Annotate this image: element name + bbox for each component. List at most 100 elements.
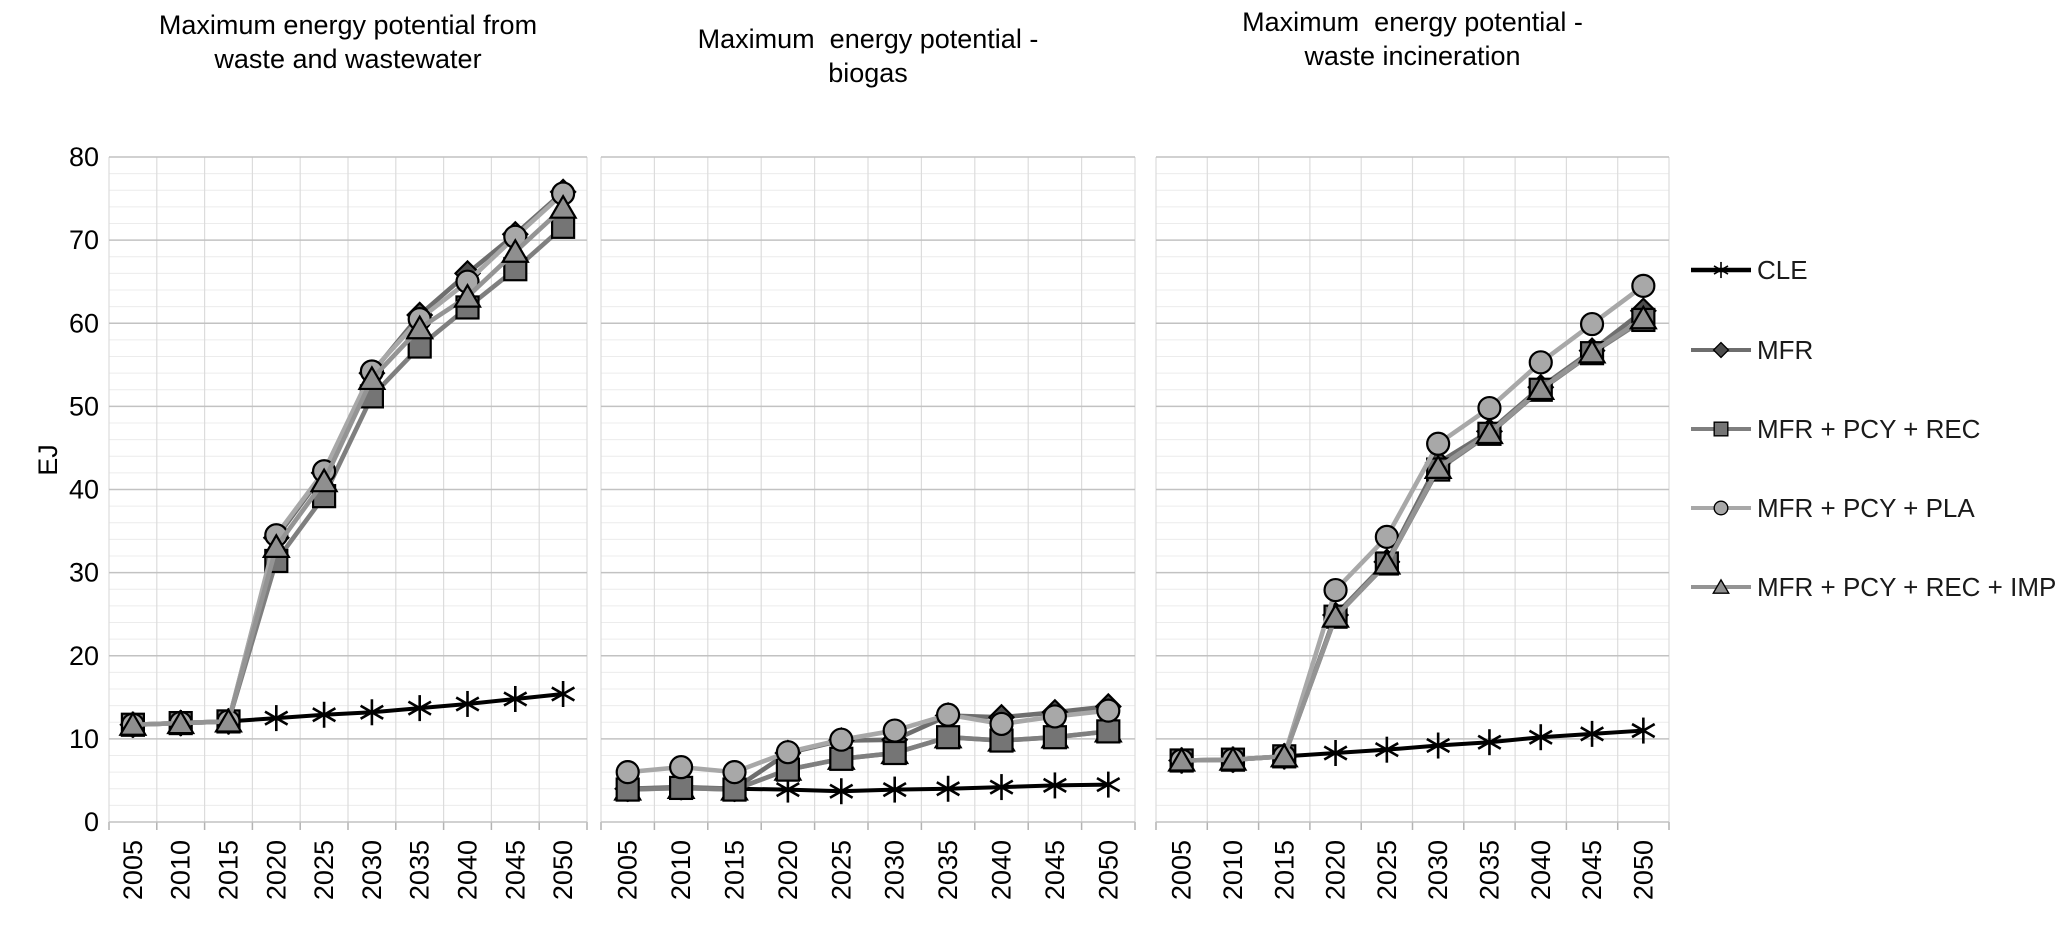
series-line-PLA [627, 708, 1109, 775]
chart1-title-line2: waste and wastewater [214, 44, 482, 74]
triangle-marker [214, 707, 243, 733]
square-marker [1096, 719, 1121, 744]
triangle-marker [309, 467, 339, 493]
chart3-title: Maximum energy potential - waste inciner… [1156, 5, 1669, 73]
triangle-marker [1475, 419, 1504, 445]
x-tick-label: 2020 [1321, 840, 1351, 900]
triangle-marker [1372, 549, 1402, 575]
circle-marker [1579, 311, 1605, 337]
star-marker [503, 691, 528, 707]
y-tick-label: 30 [69, 558, 99, 588]
x-tick-label: 2005 [1167, 840, 1197, 900]
star-marker [989, 779, 1014, 795]
x-tick-label: 2050 [1628, 840, 1658, 900]
star-marker [829, 783, 854, 799]
star-marker [882, 781, 907, 798]
x-tick-label: 2025 [309, 840, 339, 900]
triangle-marker [405, 314, 435, 340]
triangle-marker [1526, 375, 1556, 401]
triangle-marker [1269, 742, 1299, 768]
x-tick-label: 2035 [1474, 840, 1504, 900]
series-line-IMP [1181, 316, 1645, 763]
x-tick-label: 2045 [500, 840, 530, 900]
circle-marker [1042, 704, 1068, 729]
star-marker [264, 710, 289, 726]
triangle-marker [1321, 602, 1350, 628]
x-tick-label: 2030 [1423, 840, 1453, 900]
triangle-marker [357, 365, 387, 391]
y-tick-label: 80 [69, 142, 99, 172]
series-line-IMP [132, 206, 565, 728]
circle-marker [989, 711, 1014, 737]
square-marker [882, 740, 907, 766]
series-PLA [615, 698, 1121, 785]
triangle-marker [1423, 454, 1453, 479]
x-tick-label: 2020 [773, 840, 803, 900]
chart3-title-line1: Maximum energy potential - [1242, 7, 1583, 37]
circle-marker [1323, 577, 1348, 603]
circle-marker [1426, 431, 1451, 456]
circle-marker [615, 760, 640, 785]
circle-marker [1528, 350, 1553, 375]
star-marker [1042, 777, 1067, 794]
y-tick-label: 40 [69, 475, 99, 505]
x-tick-label: 2045 [1040, 840, 1070, 900]
circle-marker [668, 755, 694, 780]
star-marker [1323, 745, 1348, 761]
triangle-marker [261, 533, 291, 558]
series-line-REC [627, 729, 1109, 792]
chart2-title-line2: biogas [828, 58, 908, 88]
triangle-marker [453, 282, 482, 308]
triangle-marker [500, 238, 530, 263]
triangle-marker [118, 711, 148, 736]
x-tick-label: 2040 [1526, 840, 1556, 900]
x-tick-label: 2015 [720, 840, 750, 900]
chart1-title-line1: Maximum energy potential from [158, 10, 538, 40]
y-tick-label: 70 [69, 225, 99, 255]
chart-1: 2005 2010 2015 2020 2025 2030 2035 2040 2045 2050 [108, 156, 588, 900]
square-marker [1042, 725, 1068, 750]
star-marker [359, 704, 384, 720]
triangle-marker [166, 709, 196, 735]
circle-marker [1631, 273, 1656, 298]
x-tick-label: 2030 [880, 840, 910, 900]
star-marker [1528, 729, 1553, 745]
y-tick-label: 0 [84, 807, 99, 837]
chart-3: 2005 2010 2015 2020 2025 2030 2035 2040 2045 2050 [1155, 156, 1670, 900]
triangle-marker [1218, 745, 1248, 771]
star-marker [936, 781, 961, 797]
star-marker [1631, 722, 1656, 739]
chart2-title-line1: Maximum energy potential - [697, 24, 1039, 54]
circle-marker [1477, 395, 1502, 421]
x-tick-label: 2025 [1372, 840, 1402, 900]
chart3-title-line2: waste incineration [1304, 41, 1521, 71]
star-marker [1477, 734, 1502, 750]
star-marker [407, 700, 432, 716]
y-tick-label: 60 [69, 308, 99, 338]
x-tick-label: 2010 [666, 840, 696, 900]
chart-2: 2005 2010 2015 2020 2025 2030 2035 2040 2045 2050 [600, 156, 1136, 900]
star-marker [1374, 742, 1399, 758]
triangle-marker [1628, 304, 1658, 330]
y-tick-label: 10 [69, 724, 99, 754]
circle-marker [722, 760, 747, 785]
x-tick-label: 2025 [826, 840, 856, 900]
star-marker [1096, 776, 1121, 793]
star-marker [775, 781, 800, 798]
circle-marker [775, 740, 801, 765]
x-tick-label: 2020 [261, 840, 291, 900]
x-tick-label: 2005 [118, 840, 148, 900]
star-marker [1580, 726, 1604, 742]
x-tick-label: 2035 [405, 840, 435, 900]
triangle-marker [1167, 746, 1197, 772]
y-tick-label: 20 [69, 641, 99, 671]
x-tick-label: 2040 [453, 840, 483, 900]
triangle-marker [548, 194, 578, 219]
x-tick-label: 2015 [214, 840, 244, 900]
x-tick-label: 2010 [1218, 840, 1248, 900]
star-marker [312, 707, 337, 723]
circle-marker [882, 718, 907, 743]
chart2-title: Maximum energy potential - biogas [601, 22, 1135, 90]
